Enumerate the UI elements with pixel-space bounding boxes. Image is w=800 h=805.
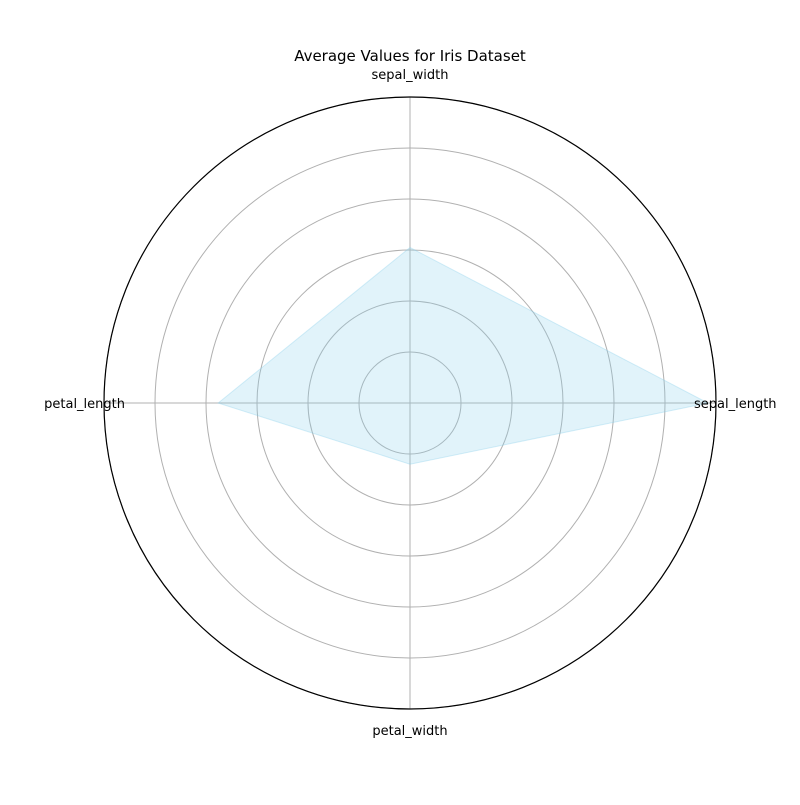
axis-label-sepal_length: sepal_length bbox=[694, 397, 777, 412]
series-polygon-1 bbox=[218, 248, 708, 465]
axis-label-petal_length: petal_length bbox=[44, 397, 125, 412]
axis-label-petal_width: petal_width bbox=[372, 724, 447, 739]
series-layer bbox=[218, 247, 708, 464]
chart-title: Average Values for Iris Dataset bbox=[294, 47, 526, 65]
axis-label-sepal_width: sepal_width bbox=[372, 68, 449, 83]
